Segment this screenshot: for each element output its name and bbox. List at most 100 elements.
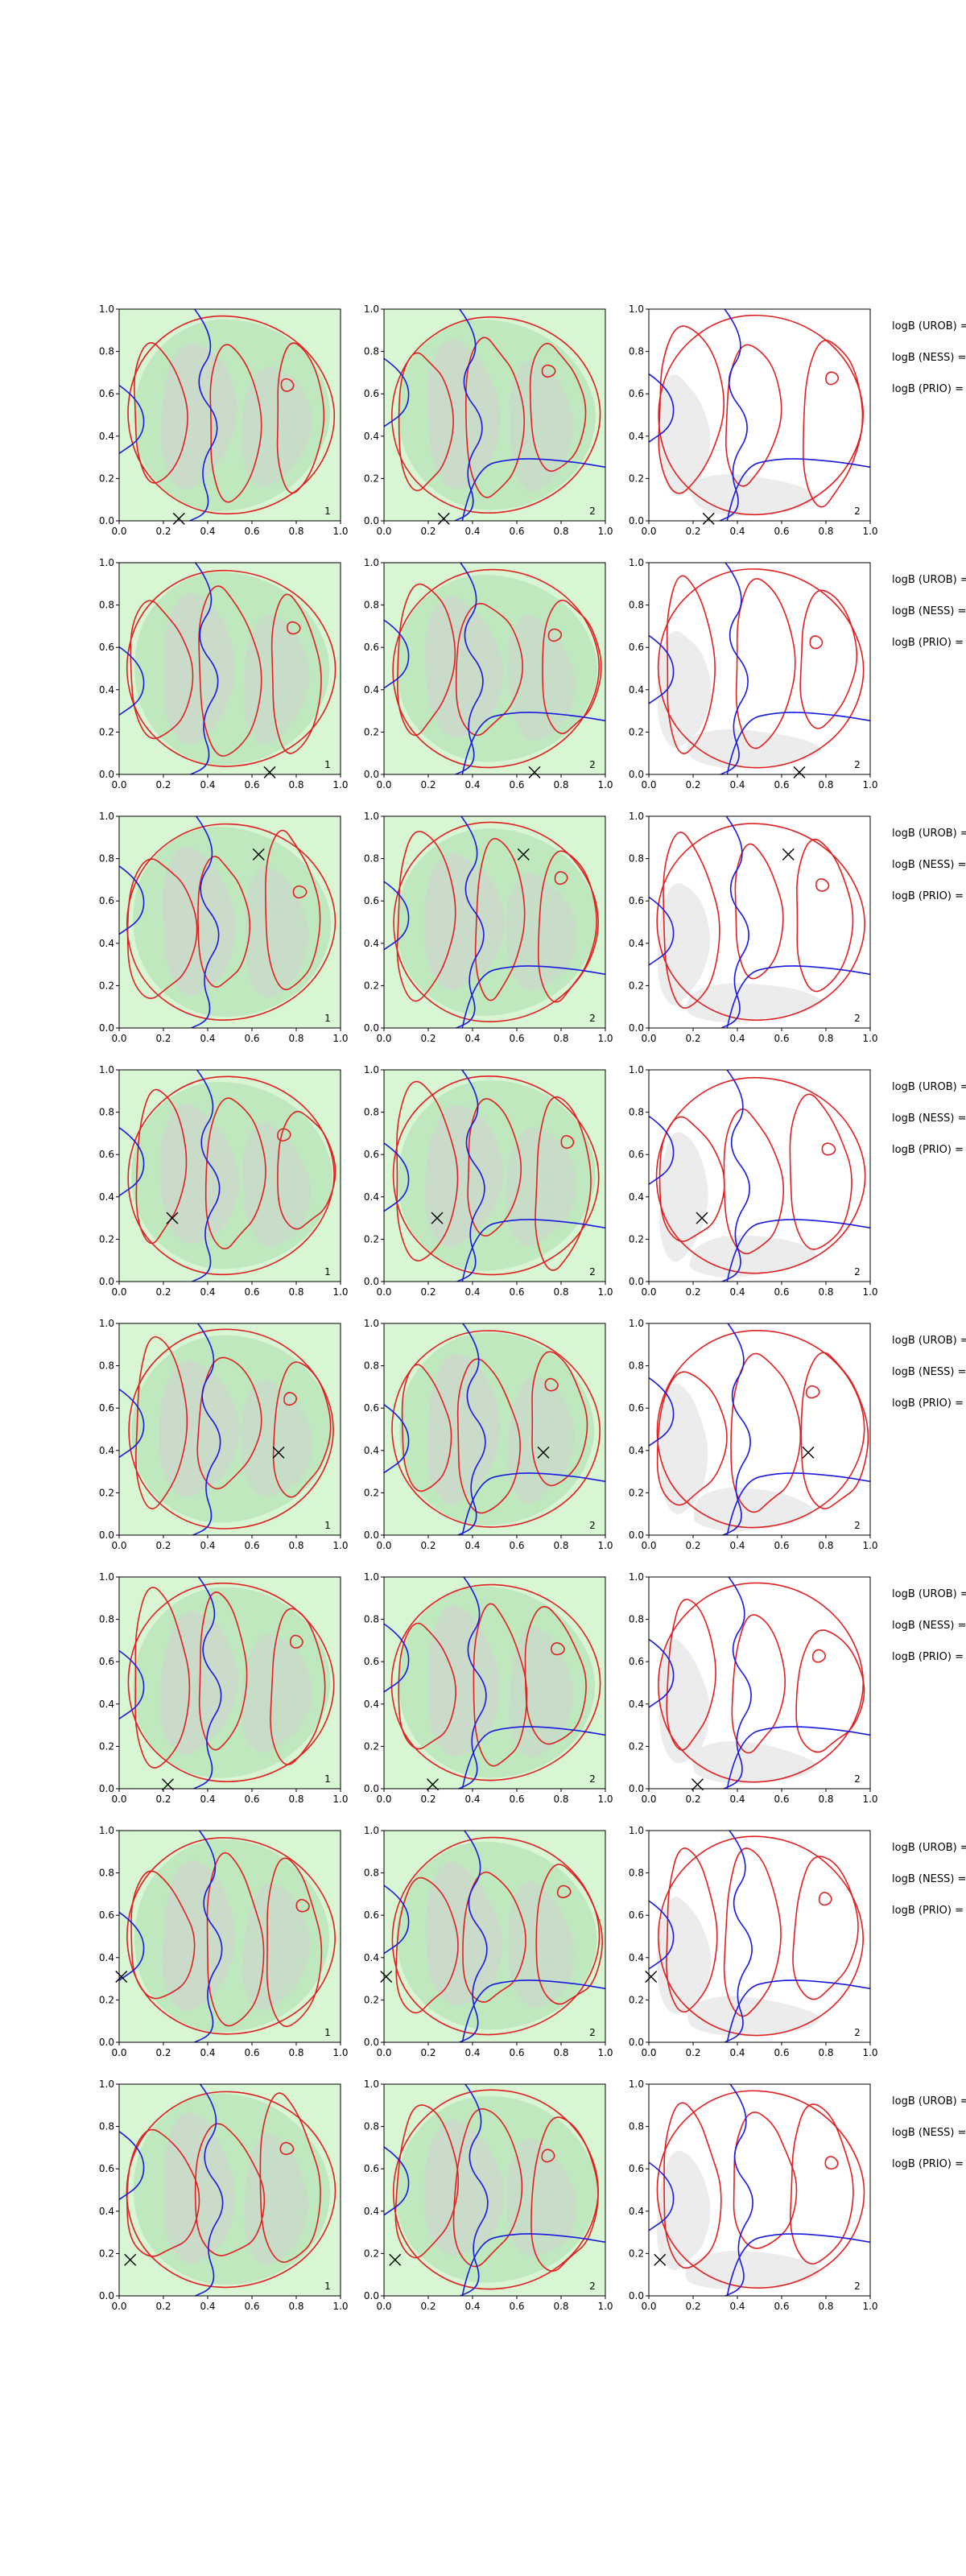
y-tick-label: 0.6 — [99, 388, 114, 399]
x-tick-label: 0.6 — [509, 2047, 524, 2058]
red-contour — [551, 1642, 565, 1656]
y-tick-label: 0.6 — [364, 895, 379, 906]
panel-number: 1 — [324, 506, 331, 517]
y-tick-label: 0.0 — [99, 1783, 114, 1794]
y-tick-label: 1.0 — [629, 1318, 644, 1329]
red-contour — [656, 2090, 865, 2289]
y-tick-label: 0.4 — [629, 1191, 644, 1203]
x-tick-label: 0.0 — [641, 526, 656, 537]
red-contour — [658, 1835, 864, 2037]
fill-region — [693, 1487, 813, 1532]
axes-frame — [648, 308, 871, 522]
blue-contour — [119, 1388, 145, 1459]
red-contour — [541, 2149, 555, 2163]
y-tick-label: 0.4 — [629, 938, 644, 949]
x-tick-label: 0.6 — [244, 1286, 259, 1298]
x-tick-label: 1.0 — [332, 2047, 348, 2058]
x-tick-label: 0.4 — [729, 1540, 745, 1551]
y-tick-label: 0.2 — [364, 1487, 379, 1498]
x-tick-label: 0.0 — [641, 1286, 656, 1298]
red-contour — [126, 823, 336, 1021]
red-contour — [462, 1871, 526, 2003]
red-contour — [544, 1377, 559, 1392]
red-contour — [663, 2102, 722, 2269]
y-tick-label: 1.0 — [364, 811, 379, 822]
y-tick-label: 0.2 — [629, 1740, 644, 1752]
axes-frame — [648, 2083, 871, 2297]
x-tick-label: 0.8 — [553, 2301, 568, 2312]
panel-r8-c3: 0.00.00.20.20.40.40.60.60.80.81.01.02 — [629, 2079, 878, 2312]
side-label: logB (UROB) = — [892, 1842, 966, 1854]
x-marker — [645, 1970, 658, 1983]
blue-contour — [457, 1831, 488, 2042]
red-contour — [198, 1591, 248, 1751]
y-tick-label: 0.6 — [629, 2163, 644, 2174]
side-label: logB (UROB) = — [892, 828, 966, 840]
x-tick-label: 0.2 — [685, 2047, 700, 2058]
x-tick-label: 1.0 — [332, 1286, 348, 1298]
x-tick-label: 0.0 — [111, 1540, 126, 1551]
x-tick-label: 0.6 — [244, 1033, 259, 1044]
y-tick-label: 0.2 — [99, 2248, 114, 2259]
red-contour — [135, 1088, 188, 1245]
blue-contour — [454, 816, 485, 1028]
red-contour — [398, 1622, 456, 1750]
panel-r1-c2: 0.00.00.20.20.40.40.60.60.80.81.01.02 — [364, 303, 613, 537]
y-tick-label: 0.4 — [99, 938, 114, 949]
x-tick-label: 1.0 — [862, 2301, 877, 2312]
y-tick-label: 0.0 — [99, 515, 114, 526]
x-tick-label: 0.4 — [729, 1286, 745, 1298]
blue-contour — [649, 634, 675, 704]
fill-region — [691, 1740, 815, 1784]
x-tick-label: 0.4 — [464, 526, 480, 537]
blue-contour — [190, 1070, 221, 1282]
fill-region — [658, 1132, 708, 1262]
blue-contour — [726, 1472, 870, 1535]
fill-region — [241, 1633, 312, 1753]
blue-contour — [384, 1403, 410, 1474]
panel-number: 2 — [854, 506, 861, 517]
x-tick-label: 0.0 — [376, 1794, 391, 1805]
fill-region — [245, 866, 309, 998]
red-contour — [535, 1096, 592, 1271]
x-tick-label: 1.0 — [597, 1286, 613, 1298]
fill-region — [685, 2250, 821, 2290]
y-tick-label: 0.4 — [99, 2206, 114, 2217]
y-tick-label: 0.0 — [364, 2037, 379, 2048]
red-contour — [279, 2141, 295, 2156]
y-tick-label: 0.4 — [99, 1699, 114, 1710]
y-tick-label: 0.6 — [364, 1402, 379, 1414]
y-tick-label: 0.0 — [99, 2037, 114, 2048]
blue-contour — [649, 896, 675, 966]
panel-number: 2 — [854, 759, 861, 770]
red-contour — [265, 829, 321, 991]
red-contour — [560, 1134, 575, 1150]
x-tick-label: 1.0 — [862, 526, 877, 537]
red-contour — [805, 1385, 820, 1399]
x-marker — [124, 2253, 137, 2266]
y-tick-label: 0.8 — [99, 2121, 114, 2132]
x-tick-label: 0.6 — [244, 2047, 259, 2058]
x-tick-label: 0.6 — [774, 779, 789, 791]
x-tick-label: 0.2 — [155, 1033, 171, 1044]
red-contour — [467, 1098, 522, 1237]
x-tick-label: 0.4 — [200, 526, 215, 537]
red-contour — [803, 340, 864, 508]
red-contour — [126, 1837, 336, 2035]
y-tick-label: 0.6 — [629, 1402, 644, 1414]
fill-region — [426, 1861, 503, 2006]
x-tick-label: 0.4 — [729, 2047, 745, 2058]
x-tick-label: 0.8 — [553, 1286, 568, 1298]
x-tick-label: 0.4 — [729, 526, 745, 537]
x-marker — [528, 766, 541, 778]
fill-region — [244, 615, 310, 745]
x-tick-label: 0.2 — [685, 526, 700, 537]
red-contour — [126, 2091, 336, 2289]
y-tick-label: 0.2 — [629, 1487, 644, 1498]
y-tick-label: 1.0 — [99, 811, 114, 822]
panel-r6-c2: 0.00.00.20.20.40.40.60.60.80.81.01.02 — [364, 1571, 613, 1805]
panel-r2-c2: 0.00.00.20.20.40.40.60.60.80.81.01.02 — [364, 557, 613, 791]
x-tick-label: 0.6 — [509, 1794, 524, 1805]
y-tick-label: 0.8 — [364, 1868, 379, 1879]
